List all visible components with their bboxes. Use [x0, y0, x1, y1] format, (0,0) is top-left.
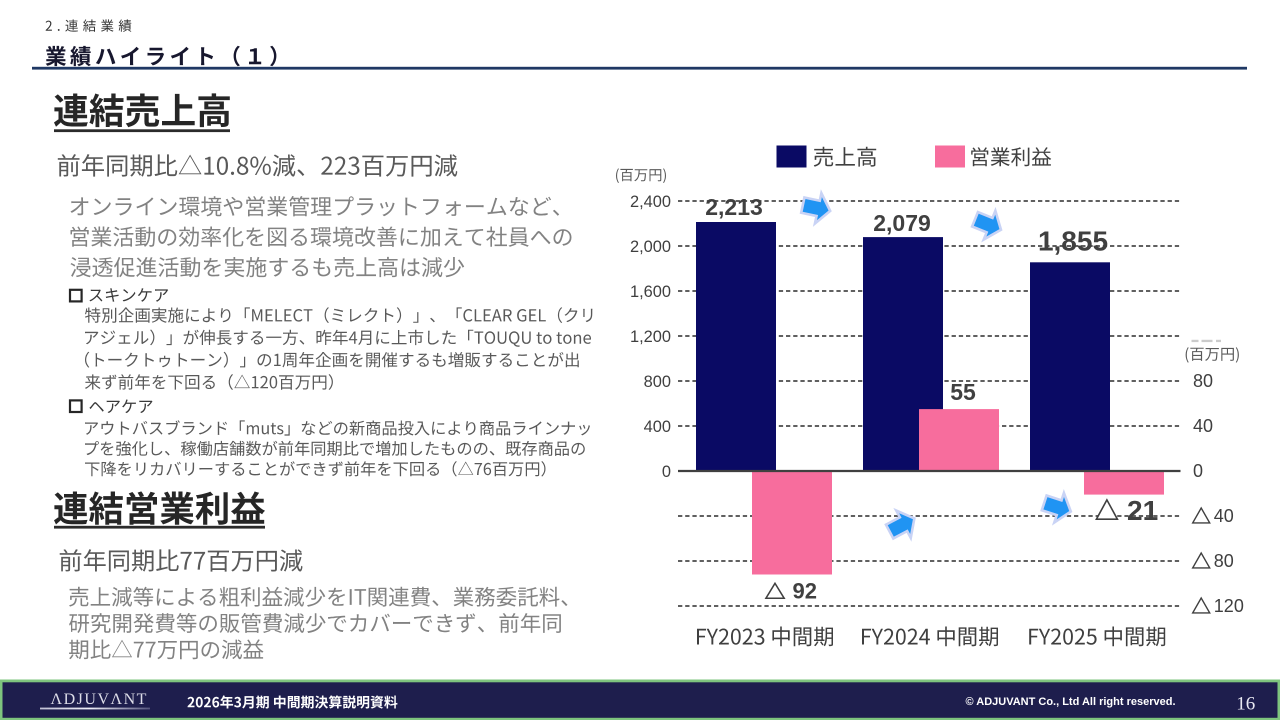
svg-text:0: 0 — [662, 463, 671, 481]
svg-text:80: 80 — [1214, 551, 1234, 571]
svg-text:1,855: 1,855 — [1038, 226, 1108, 257]
svg-text:2,400: 2,400 — [630, 193, 671, 211]
svg-text:2,000: 2,000 — [630, 238, 671, 256]
svg-text:© ADJUVANT Co., Ltd All right: © ADJUVANT Co., Ltd All right reserved. — [966, 696, 1176, 708]
svg-text:1,600: 1,600 — [630, 283, 671, 301]
svg-text:92: 92 — [793, 578, 817, 603]
svg-text:400: 400 — [644, 418, 671, 436]
svg-text:0: 0 — [1193, 461, 1203, 481]
svg-text:40: 40 — [1193, 416, 1213, 436]
svg-text:120: 120 — [1214, 596, 1244, 616]
svg-text:800: 800 — [644, 373, 671, 391]
svg-text:1,200: 1,200 — [630, 328, 671, 346]
svg-text:40: 40 — [1214, 506, 1234, 526]
svg-text:2,079: 2,079 — [873, 210, 931, 236]
svg-text:55: 55 — [950, 379, 976, 405]
svg-text:2,213: 2,213 — [705, 194, 763, 220]
svg-text:80: 80 — [1193, 371, 1213, 391]
svg-text:21: 21 — [1127, 495, 1158, 526]
svg-text:ΛDJUVΛNT: ΛDJUVΛNT — [51, 691, 148, 708]
svg-text:16: 16 — [1236, 694, 1255, 715]
